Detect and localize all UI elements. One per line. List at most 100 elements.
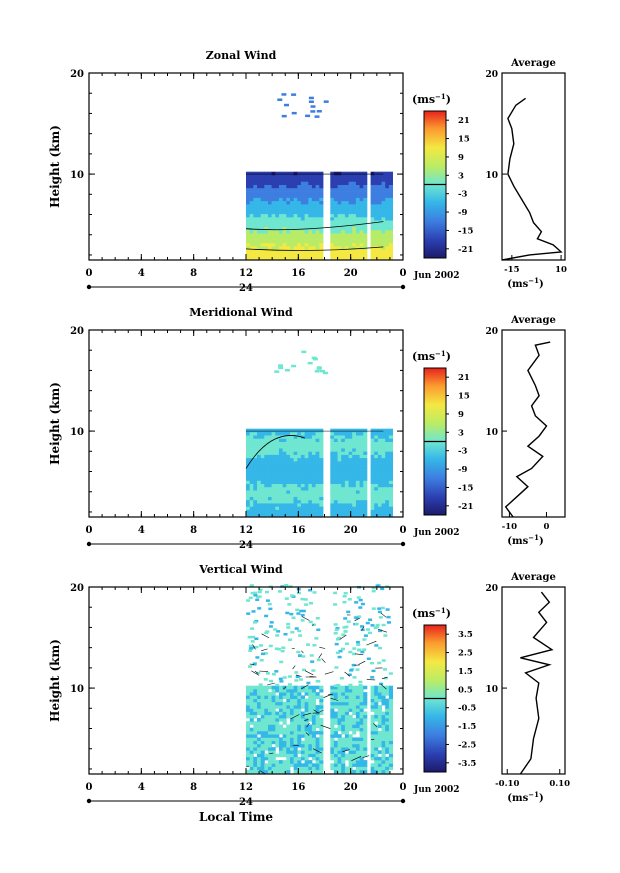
- heatmap-cell: [279, 708, 284, 712]
- heatmap-cell: [311, 181, 316, 185]
- heatmap-cell: [246, 184, 251, 189]
- heatmap-cell: [253, 756, 258, 761]
- heatmap-cell: [319, 438, 324, 442]
- heatmap-cell: [334, 628, 339, 632]
- heatmap-cell: [330, 194, 335, 198]
- heatmap-cell: [344, 467, 349, 472]
- heatmap-cell: [268, 727, 273, 732]
- heatmap-cell: [344, 174, 349, 179]
- heatmap-cell: [293, 493, 298, 497]
- heatmap-cell: [374, 200, 379, 205]
- heatmap-cell: [315, 216, 320, 221]
- heatmap-cell: [246, 174, 251, 179]
- heatmap-cell: [344, 451, 349, 455]
- heatmap-cell: [257, 191, 262, 195]
- heatmap-cell: [385, 734, 390, 738]
- heatmap-cell: [344, 486, 349, 491]
- heatmap-cell: [333, 448, 338, 452]
- heatmap-cell: [359, 223, 364, 227]
- heatmap-cell: [381, 743, 386, 748]
- heatmap-cell: [257, 174, 262, 179]
- heatmap-cell: [282, 499, 287, 504]
- heatmap-cell: [341, 698, 346, 703]
- heatmap-cell: [344, 714, 349, 719]
- heatmap-cell: [264, 496, 269, 501]
- heatmap-cell: [330, 226, 335, 231]
- heatmap-cell: [385, 473, 390, 478]
- heatmap-cell: [279, 480, 284, 484]
- heatmap-cell: [377, 506, 382, 510]
- heatmap-cell: [363, 711, 368, 716]
- heatmap-cell: [260, 454, 265, 459]
- heatmap-cell: [260, 743, 265, 748]
- heatmap-cell: [388, 204, 393, 208]
- heatmap-cell: [284, 597, 289, 600]
- heatmap-cell: [348, 714, 353, 719]
- heatmap-cell: [359, 685, 364, 690]
- heatmap-cell: [355, 210, 360, 215]
- heatmap-cell: [355, 496, 360, 501]
- heatmap-cell: [333, 763, 338, 767]
- heatmap-cell: [290, 464, 295, 468]
- contour-line: [251, 670, 260, 676]
- heatmap-cell: [253, 724, 258, 729]
- heatmap-cell: [341, 451, 346, 455]
- heatmap-cell: [388, 438, 393, 442]
- heatmap-cell: [341, 730, 346, 735]
- heatmap-cell: [370, 438, 375, 442]
- heatmap-cell: [359, 747, 364, 751]
- heatmap-cell: [315, 236, 320, 240]
- heatmap-cell: [341, 743, 346, 748]
- heatmap-cell: [300, 685, 305, 690]
- heatmap-cell: [333, 223, 338, 227]
- heatmap-cell: [354, 616, 359, 620]
- heatmap-cell: [271, 509, 276, 514]
- heatmap-cell: [264, 181, 269, 185]
- heatmap-cell: [319, 727, 324, 732]
- heatmap-cell: [268, 184, 273, 189]
- heatmap-cell: [249, 499, 254, 504]
- heatmap-cell: [333, 431, 338, 436]
- heatmap-cell: [385, 220, 390, 224]
- heatmap-cell: [363, 431, 368, 436]
- heatmap: [245, 350, 393, 517]
- heatmap-cell: [344, 695, 349, 699]
- heatmap-cell: [352, 226, 357, 231]
- heatmap-cell: [290, 174, 295, 179]
- contour-line: [378, 628, 387, 633]
- heatmap-cell: [333, 255, 338, 260]
- heatmap-cell: [374, 743, 379, 748]
- heatmap-cell: [377, 480, 382, 484]
- heatmap-cell: [377, 454, 382, 459]
- heatmap-cell: [388, 766, 393, 771]
- heatmap-cell: [315, 718, 320, 722]
- heatmap-cell: [388, 220, 393, 224]
- heatmap-cell: [290, 454, 295, 459]
- heatmap-cell: [359, 441, 364, 446]
- heatmap-cell: [246, 473, 251, 478]
- heatmap-cell: [282, 477, 287, 481]
- heatmap-cell: [260, 473, 265, 478]
- heatmap-cell: [268, 187, 273, 192]
- heatmap-cell: [344, 255, 349, 260]
- heatmap-cell: [348, 740, 353, 745]
- heatmap-cell: [333, 171, 338, 176]
- heatmap-cell: [253, 740, 258, 745]
- heatmap-cell: [311, 499, 316, 504]
- heatmap-cell: [337, 213, 342, 218]
- heatmap-cell: [297, 236, 302, 240]
- heatmap-cell: [388, 454, 393, 459]
- heatmap-cell: [293, 490, 298, 494]
- heatmap-cell: [341, 509, 346, 514]
- heatmap-cell: [249, 174, 254, 179]
- heatmap-cell: [268, 496, 273, 501]
- heatmap-cell: [257, 607, 262, 610]
- panel-title: Zonal Wind: [206, 49, 277, 62]
- heatmap-cell: [363, 171, 368, 176]
- heatmap-cell: [246, 705, 251, 709]
- heatmap-cell: [286, 236, 291, 240]
- heatmap-cell: [275, 431, 280, 436]
- heatmap-cell: [355, 191, 360, 195]
- heatmap-cell: [338, 649, 343, 653]
- heatmap-cell: [304, 512, 309, 517]
